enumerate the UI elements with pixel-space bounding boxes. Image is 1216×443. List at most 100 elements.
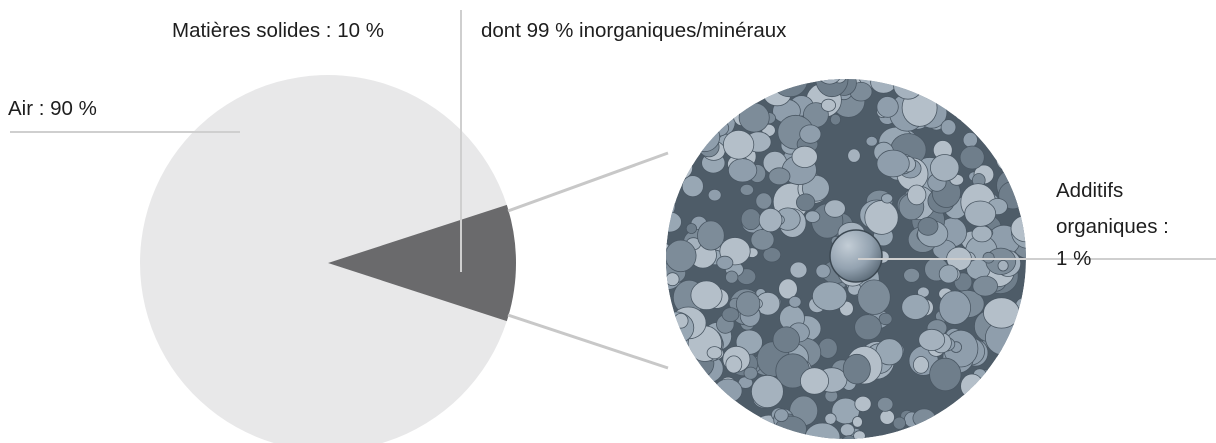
- pellet: [1003, 401, 1026, 436]
- pellet: [762, 247, 782, 263]
- pellet: [800, 367, 830, 395]
- pellet: [673, 312, 689, 329]
- pellet: [877, 396, 894, 412]
- pellet: [688, 107, 712, 131]
- pellet: [678, 436, 690, 439]
- pellet: [666, 79, 690, 99]
- pellet: [903, 267, 920, 283]
- pellet: [942, 409, 956, 423]
- pellet: [1018, 371, 1026, 393]
- pellet: [893, 79, 923, 100]
- pellet: [666, 79, 693, 103]
- pellet: [1021, 310, 1026, 326]
- pellet: [929, 357, 962, 392]
- pellet: [682, 113, 703, 137]
- pellet: [684, 421, 715, 439]
- pellet: [755, 192, 773, 210]
- pellet: [707, 79, 744, 110]
- solids-note-label: dont 99 % inorganiques/minéraux: [481, 19, 787, 42]
- pellet: [688, 121, 721, 153]
- pellet: [732, 79, 760, 87]
- pellet: [1013, 323, 1026, 350]
- connector-line-bottom: [507, 313, 669, 370]
- pellet: [997, 260, 1009, 272]
- pellet: [669, 156, 693, 180]
- pellet: [749, 421, 773, 439]
- air-label: Air : 90 %: [8, 97, 97, 120]
- pellet: [821, 98, 837, 112]
- pellet: [941, 414, 975, 439]
- pellet: [959, 145, 985, 170]
- pellet: [876, 149, 910, 178]
- pellet: [817, 79, 842, 85]
- pellet: [1017, 79, 1026, 81]
- pellet: [674, 79, 708, 113]
- pellet: [713, 378, 743, 404]
- pellet: [754, 79, 777, 84]
- pellet: [940, 119, 957, 136]
- pellet: [666, 162, 683, 185]
- pellet: [972, 275, 998, 297]
- pellet: [994, 127, 1011, 143]
- organic-label-line-3: 1 %: [1056, 247, 1091, 270]
- pellet: [689, 116, 701, 128]
- pellet: [1001, 355, 1026, 387]
- pellet: [690, 79, 723, 91]
- pellet: [706, 346, 723, 360]
- pellet: [914, 79, 932, 85]
- organic-label-line-2: organiques :: [1056, 215, 1169, 238]
- pellet: [1019, 164, 1026, 178]
- pellet: [795, 193, 816, 212]
- pellet: [1020, 144, 1026, 165]
- pellet: [778, 278, 798, 300]
- pellet: [668, 348, 687, 364]
- pellet: [768, 167, 791, 186]
- pellet: [879, 409, 895, 425]
- pellet: [854, 314, 882, 341]
- pellet: [681, 175, 704, 198]
- pellet: [990, 79, 1023, 103]
- pellet: [818, 337, 838, 359]
- pellet: [1000, 120, 1020, 137]
- pellet: [864, 200, 899, 235]
- pellet: [939, 79, 971, 93]
- pellet: [870, 79, 897, 94]
- pellet: [666, 180, 671, 201]
- pellet: [1008, 79, 1026, 86]
- pellet: [708, 393, 723, 408]
- pellet: [815, 263, 831, 279]
- pellet: [666, 348, 690, 370]
- pellet: [912, 408, 936, 429]
- pellet: [1000, 97, 1021, 114]
- pellet: [697, 220, 725, 251]
- pellet: [979, 128, 991, 141]
- solids-label: Matières solides : 10 %: [172, 19, 384, 42]
- pellet: [824, 412, 837, 425]
- pellet: [721, 307, 740, 323]
- pie-slice-air: [140, 75, 507, 443]
- pellet: [693, 99, 727, 134]
- pellet: [666, 272, 680, 287]
- pellet: [682, 90, 699, 105]
- pellet: [865, 136, 878, 147]
- pie-slices: [140, 75, 517, 443]
- pie-slice-solids: [328, 204, 517, 322]
- pellet: [740, 208, 762, 231]
- pellet: [921, 426, 946, 439]
- pellet: [938, 290, 972, 325]
- pellet: [840, 423, 855, 437]
- pellet: [804, 210, 821, 223]
- pellet: [707, 428, 721, 439]
- pellet: [666, 211, 682, 233]
- pellet: [954, 105, 974, 122]
- pellet: [907, 184, 927, 206]
- pellet: [897, 79, 910, 80]
- pellet: [946, 436, 960, 439]
- pellet: [739, 183, 755, 196]
- pellet: [811, 281, 848, 312]
- pellet: [789, 261, 808, 279]
- pellet: [852, 416, 863, 428]
- pellet: [934, 421, 962, 439]
- pellet: [771, 79, 808, 98]
